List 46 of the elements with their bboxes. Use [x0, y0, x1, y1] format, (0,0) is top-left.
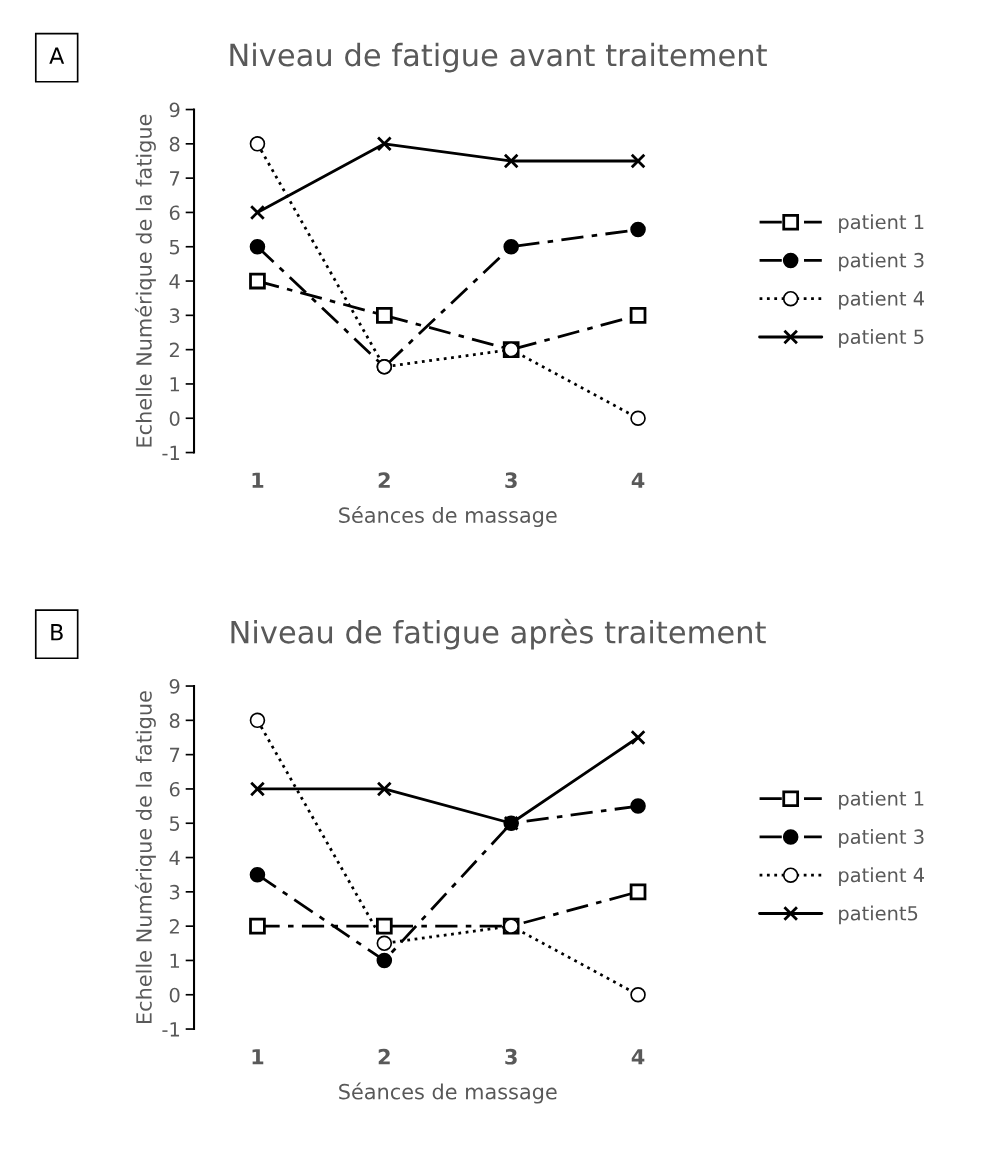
x-tick-label: 3 [505, 472, 517, 489]
y-tick-label: 2 [169, 342, 179, 358]
y-tick-label: -1 [162, 445, 180, 460]
chart-title: Niveau de fatigue avant traitement [230, 42, 767, 73]
y-tick-label: 7 [170, 747, 180, 763]
y-tick-label: 9 [169, 678, 180, 694]
y-tick-label: 5 [169, 239, 180, 255]
y-tick-label: 1 [170, 377, 180, 392]
y-tick-label: 8 [169, 713, 180, 728]
text: A [49, 47, 65, 64]
y-tick-label: 4 [169, 274, 180, 289]
legend-label: patient5 [839, 905, 918, 925]
y-tick-label: 1 [170, 953, 180, 968]
x-tick-label: 4 [631, 472, 645, 488]
legend-label: patient 5 [839, 329, 924, 348]
x-axis-title: Séances de massage [339, 1082, 557, 1104]
y-tick-label: 3 [169, 884, 180, 900]
y-axis-title: Echelle Numérique de la fatigue [134, 691, 156, 1023]
y-tick-label: 7 [170, 171, 180, 186]
x-tick-label: 2 [378, 1048, 390, 1065]
chart-title: Niveau de fatigue après traitement [231, 618, 766, 650]
y-tick-label: 6 [169, 781, 180, 797]
y-tick-label: 2 [169, 919, 179, 934]
x-tick-label: 1 [252, 1049, 264, 1065]
legend-label: patient 4 [839, 867, 925, 887]
y-tick-label: -1 [162, 1022, 180, 1037]
y-tick-label: 0 [169, 987, 180, 1003]
x-tick-label: 3 [505, 1048, 517, 1065]
x-tick-label: 1 [252, 472, 264, 488]
x-tick-label: 2 [378, 472, 390, 488]
x-axis-title: Séances de massage [339, 506, 557, 528]
legend-label: patient 3 [839, 829, 924, 848]
y-tick-label: 3 [169, 308, 180, 324]
y-axis-title: Echelle Numérique de la fatigue [134, 114, 156, 447]
y-tick-label: 8 [169, 136, 180, 152]
y-tick-label: 0 [169, 411, 180, 426]
legend-label: patient 3 [839, 252, 924, 272]
legend-label: patient 4 [839, 290, 925, 310]
legend-label: patient 1 [839, 214, 924, 234]
y-tick-label: 6 [169, 205, 180, 221]
y-tick-label: 9 [169, 102, 180, 118]
x-tick-label: 4 [631, 1049, 645, 1065]
y-tick-label: 5 [169, 816, 180, 831]
text: B [51, 624, 63, 641]
legend-label: patient 1 [839, 790, 924, 810]
y-tick-label: 4 [169, 850, 180, 865]
